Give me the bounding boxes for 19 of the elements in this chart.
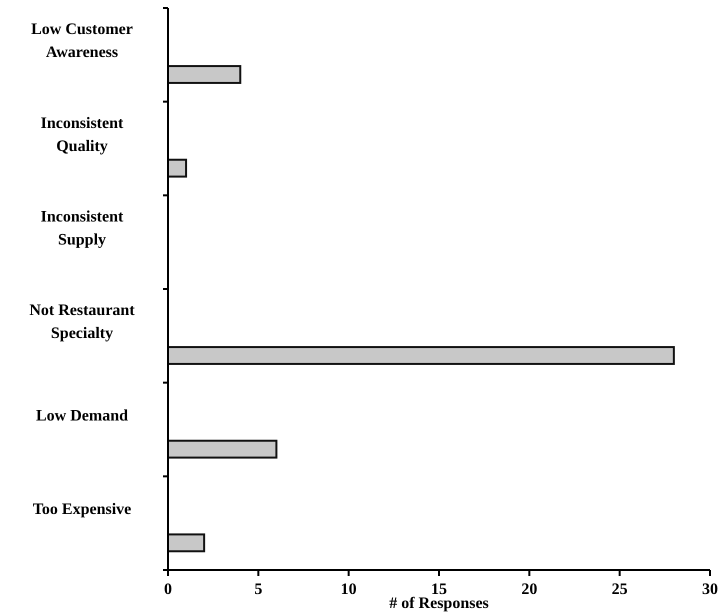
y-tick-label: Inconsistent Quality (40, 114, 124, 155)
bar (167, 440, 278, 459)
x-tick-label: 25 (612, 581, 628, 598)
bar (167, 533, 206, 552)
y-tick-label: Too Expensive (32, 500, 132, 518)
x-tick-label: 15 (431, 581, 447, 598)
bar (167, 158, 188, 178)
y-tick-label: Not Restaurant Specialty (29, 302, 136, 342)
bar (167, 65, 242, 84)
x-tick-label: 0 (164, 581, 172, 598)
y-tick-label: Inconsistent Supply (40, 208, 124, 248)
x-tick-label: 10 (340, 581, 357, 598)
y-tick-label: Low Demand (36, 407, 128, 424)
x-tick-label: 30 (702, 581, 718, 598)
x-tick-label: 5 (254, 581, 262, 598)
x-axis-title: # of Responses (389, 595, 489, 612)
y-tick-label: Low Customer Awareness (31, 20, 133, 61)
bar (167, 346, 675, 365)
x-tick-label: 20 (521, 581, 538, 598)
